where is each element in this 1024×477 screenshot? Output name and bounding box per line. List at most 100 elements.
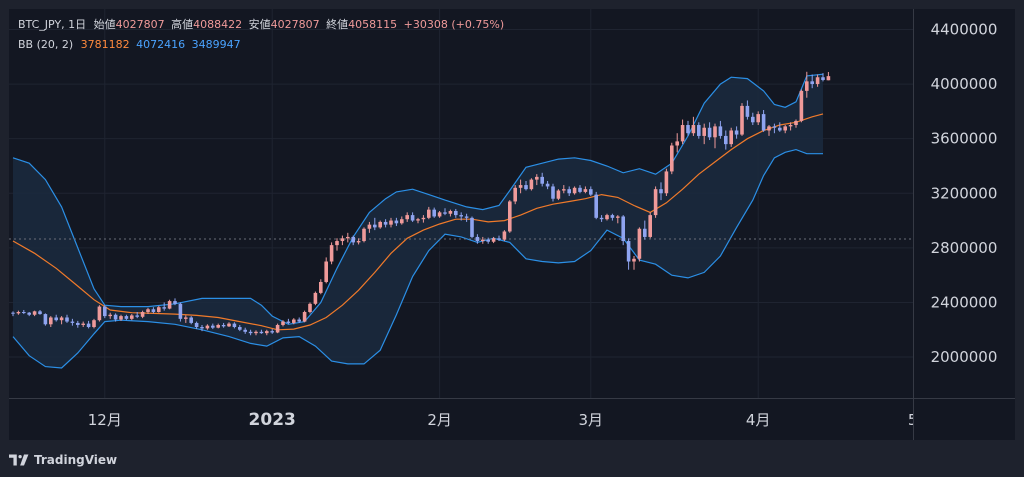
candle-body [292,319,296,323]
candle-body [124,316,129,319]
candle-body [448,211,453,214]
candle [767,125,771,136]
candle [610,213,615,221]
price-chart[interactable] [9,9,921,398]
candle [459,212,463,221]
candle [54,314,58,322]
candle [567,186,571,196]
candle-body [540,176,544,184]
candle [324,257,328,284]
bb-label[interactable]: BB (20, 2) [18,38,74,51]
candle [16,310,21,315]
candle [697,122,701,139]
candle-body [65,317,69,322]
candle [637,227,642,262]
candle-body [119,316,123,320]
candle [621,215,625,246]
candle [356,238,361,245]
candle-body [200,327,204,329]
candle [491,236,496,244]
candle [119,314,123,321]
candle-body [184,317,188,319]
candle-body [270,331,274,333]
candle [211,323,215,330]
candle-body [745,105,750,117]
candle-body [383,221,388,225]
candle [313,291,318,306]
candle [724,130,728,150]
candle [783,125,787,134]
candle [270,329,274,334]
low-value: 4027807 [270,18,320,31]
candle-body [616,216,620,218]
candle-body [243,329,247,332]
candle-body [216,324,220,328]
candle-body [162,307,166,309]
candle-body [529,179,534,190]
candle-body [686,125,690,134]
candle [740,103,744,136]
candle [22,309,26,315]
candle-body [178,303,183,319]
plot-area[interactable] [9,9,921,398]
candle-body [562,189,566,191]
candle [616,215,620,224]
candle-body [734,130,739,135]
candle-body [443,212,447,214]
candle [405,212,409,222]
candle-body [772,126,777,128]
candle-body [826,76,831,81]
candle [502,230,507,242]
candle [216,323,220,329]
candle-body [232,323,237,328]
legend: BTC_JPY, 1日 始値4027807 高値4088422 安値402780… [18,15,504,55]
time-axis[interactable]: 12月20232月3月4月5月 [9,398,932,440]
candle [605,213,609,221]
bb-upper-value: 4072416 [136,38,186,51]
candle [373,217,377,231]
candle [805,71,809,98]
candle [653,186,658,218]
candle-body [421,217,426,220]
candle [713,123,717,149]
candle [594,191,598,220]
candle [410,212,415,222]
candle [718,120,723,139]
candle [670,142,674,175]
candle-body [173,301,177,304]
candle-body [108,314,112,317]
candle-body [405,215,409,220]
candle [221,322,226,328]
candle [135,312,139,319]
candle [680,119,685,145]
candle [589,186,593,196]
candle [643,220,647,240]
symbol-label[interactable]: BTC_JPY, 1日 [18,18,87,31]
candle-body [513,187,517,202]
y-tick-label: 2800000 [931,239,998,257]
candle-body [135,315,139,317]
candle-body [751,116,755,123]
candle-body [113,314,118,320]
candle-body [54,317,58,321]
candle-body [464,216,469,218]
candle [675,133,679,153]
x-tick-label: 12月 [88,411,122,429]
candle-body [227,323,231,327]
candle-body [76,322,80,325]
candle [497,235,501,242]
candle [157,305,161,313]
candle [173,298,177,306]
candle-body [508,201,512,232]
candle-body [815,77,820,85]
tradingview-brand[interactable]: TradingView [9,452,117,468]
candle [734,126,739,139]
candle [238,324,242,332]
candle [751,112,755,126]
candle [49,316,53,328]
candle [761,110,766,132]
candle-body [356,241,361,243]
price-axis[interactable]: 2000000 2400000 2800000 3200000 3600000 40000… [913,9,1015,398]
candle-body [664,171,669,194]
candle [778,122,782,132]
